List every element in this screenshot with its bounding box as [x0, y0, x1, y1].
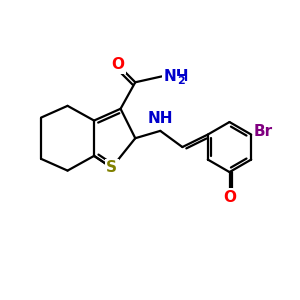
Text: 2: 2 [177, 76, 185, 86]
Text: Br: Br [254, 124, 273, 139]
Text: NH: NH [148, 111, 173, 126]
Text: S: S [106, 160, 117, 175]
Text: O: O [111, 57, 124, 72]
Text: NH: NH [163, 69, 189, 84]
Text: O: O [223, 190, 236, 205]
